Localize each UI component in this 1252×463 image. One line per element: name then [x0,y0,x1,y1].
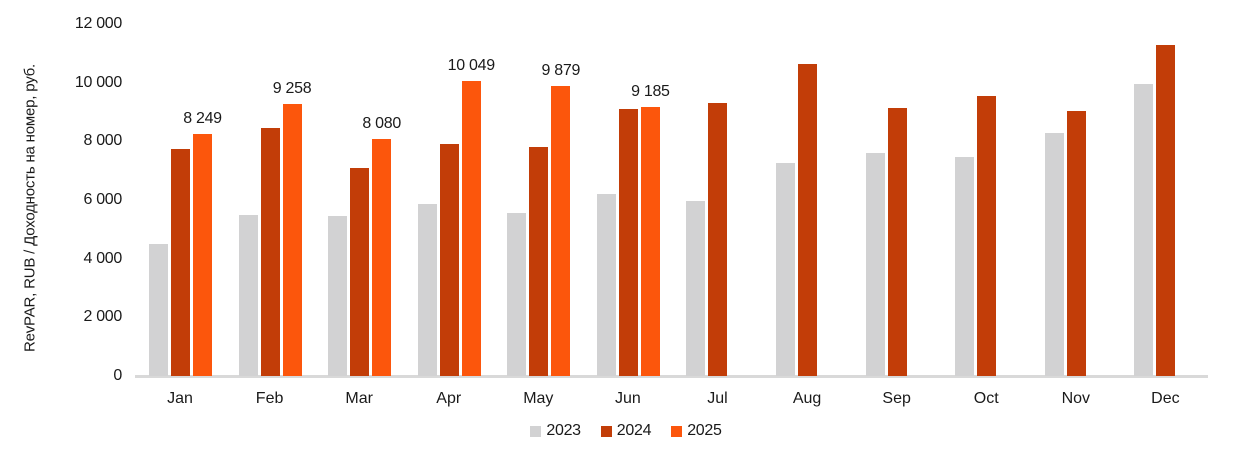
legend-label-2024: 2024 [616,422,652,439]
bar-2025-may [551,86,571,376]
legend-item-2023: 2023 [530,422,581,440]
bar-group-jul: Jul [670,24,760,407]
bar-2023-may [507,213,527,376]
bar-group-jan: 8 249 Jan [133,24,223,407]
bar-2023-jan [149,244,168,376]
bar-2024-feb [260,128,280,376]
bar-group-feb: 9 258 Feb [223,24,313,407]
y-tick-6000: 6 000 [83,191,122,208]
legend-swatch-icon [600,425,612,437]
legend: 2023 2024 2025 [0,422,1252,440]
y-axis-title: RevPAR, RUB / Доходность на номер, руб. [21,63,39,353]
x-label-aug: Aug [792,390,822,407]
bar-2023-aug [776,163,796,376]
legend-swatch-icon [530,425,542,437]
bar-2023-jun [596,194,616,376]
legend-label-2025: 2025 [687,422,722,439]
x-label-may: May [523,390,554,407]
x-label-jul: Jul [707,390,728,407]
bar-2024-apr [439,144,459,376]
y-tick-4000: 4 000 [83,249,122,267]
x-axis-line [135,375,1208,378]
bar-group-apr: 10 049 Apr [402,24,495,407]
bar-2024-jan [171,148,190,376]
plot-area: 8 249 Jan 9 258 Feb 8 080 Mar 10 049 Apr 9 879 Ma… [133,24,1208,407]
x-label-nov: Nov [1061,390,1091,407]
bar-group-oct: Oct [939,24,1029,407]
bar-group-nov: Nov [1029,24,1119,407]
bar-2023-jul [686,201,706,376]
data-label-2025-may: 9 879 [541,62,581,80]
data-label-2025-mar: 8 080 [362,115,401,132]
y-tick-0: 0 [113,367,122,384]
bar-group-dec: Dec [1118,24,1208,407]
data-label-2025-jan: 8 249 [183,110,222,128]
bar-2024-nov [1066,110,1086,376]
x-label-sep: Sep [882,390,911,407]
bar-2023-nov [1044,132,1064,376]
legend-item-2025: 2025 [671,422,722,440]
legend-swatch-icon [671,425,683,437]
data-label-2025-apr: 10 049 [447,57,495,75]
y-axis-tick-labels: 0 2 000 4 000 6 000 8 000 10 000 12 000 [56,15,122,384]
legend-item-2024: 2024 [600,422,652,440]
bar-group-may: 9 879 May [491,24,581,407]
y-tick-8000: 8 000 [83,132,122,150]
bar-2023-feb [238,214,258,376]
bar-group-aug: Aug [760,24,850,407]
bar-2024-jul [708,103,728,376]
y-tick-12000: 12 000 [74,15,122,32]
bar-group-mar: 8 080 Mar [312,24,402,407]
data-label-2025-jun: 9 185 [631,82,670,100]
x-label-apr: Apr [436,390,462,407]
bar-2025-feb [282,104,302,376]
bar-2024-oct [977,95,997,376]
x-label-oct: Oct [973,390,999,407]
bar-2025-mar [372,139,392,376]
legend-label-2023: 2023 [546,422,581,439]
data-label-2025-feb: 9 258 [272,80,312,98]
bar-2024-aug [798,63,818,376]
bar-2024-jun [618,109,638,376]
bar-2023-mar [328,216,348,376]
bar-2023-apr [417,204,437,376]
bar-2023-sep [865,153,885,376]
x-label-mar: Mar [345,390,373,407]
x-label-jan: Jan [167,390,193,407]
bar-2025-jun [640,106,660,376]
bar-2024-mar [350,167,370,376]
bar-2023-oct [955,157,975,376]
bar-2024-dec [1156,44,1176,376]
y-tick-10000: 10 000 [74,73,122,91]
bar-2023-dec [1134,84,1154,376]
x-label-feb: Feb [255,390,284,407]
bar-group-sep: Sep [850,24,940,407]
bar-2025-apr [461,81,481,376]
bar-2024-may [529,147,549,376]
x-label-jun: Jun [614,390,641,407]
bar-2024-sep [887,108,907,376]
y-tick-2000: 2 000 [83,308,122,326]
bar-group-jun: 9 185 Jun [581,24,671,407]
bar-2025-jan [193,134,212,376]
x-label-dec: Dec [1151,390,1180,407]
